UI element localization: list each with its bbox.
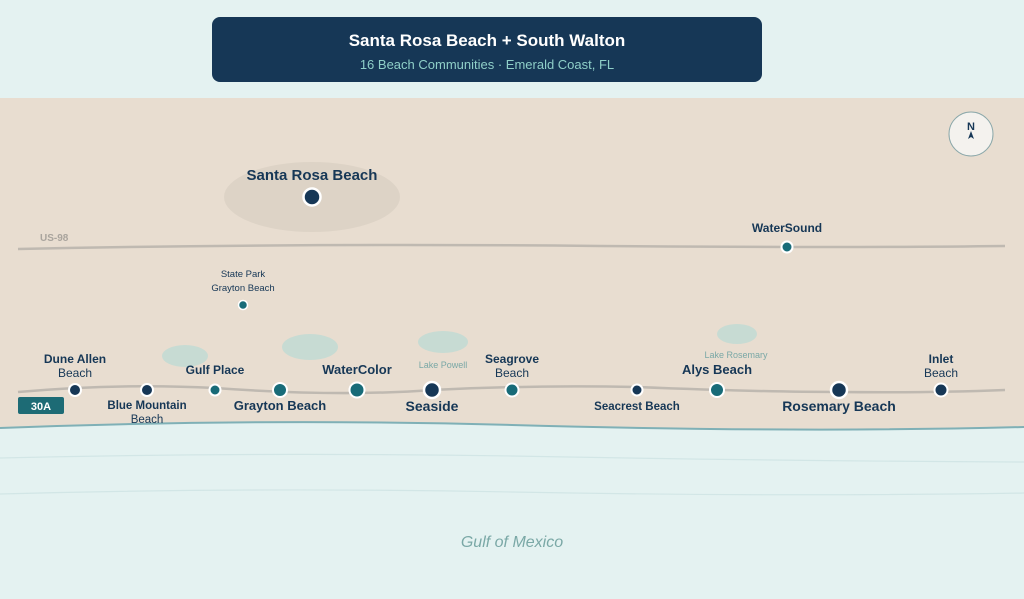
marker-seagrove[interactable]	[504, 382, 520, 398]
map-title: Santa Rosa Beach + South Walton	[348, 31, 626, 50]
place-label-grayton-beach: Grayton Beach	[234, 398, 327, 413]
place-label-watersound: WaterSound	[752, 221, 822, 235]
marker-seacrest[interactable]	[630, 383, 644, 397]
place-label-santa-rosa-beach: Santa Rosa Beach	[247, 167, 378, 184]
lake-rosemary	[717, 324, 757, 344]
road-us98	[17, 243, 1006, 251]
lake-rosemary-label: Lake Rosemary	[704, 350, 768, 360]
map-subtitle: 16 Beach Communities · Emerald Coast, FL	[359, 57, 615, 72]
coastline	[0, 421, 1024, 431]
water-wave	[0, 489, 1024, 496]
compass-label: N	[967, 121, 975, 133]
place-label-blue-mountain-line1: Blue Mountain	[107, 400, 186, 412]
place-label-state-park-line2: Grayton Beach	[211, 283, 274, 294]
place-label-alys-beach: Alys Beach	[682, 362, 752, 377]
place-label-seaside: Seaside	[406, 398, 459, 414]
north-arrow-icon	[968, 131, 974, 139]
place-label-inlet-line1: Inlet	[929, 352, 954, 366]
place-label-seacrest-beach: Seacrest Beach	[594, 401, 680, 413]
marker-seaside[interactable]	[422, 380, 442, 400]
route-30a-label: 30A	[31, 401, 51, 413]
marker-watercolor[interactable]	[348, 381, 366, 399]
place-label-dune-allen-line2: Beach	[58, 366, 92, 380]
marker-rosemary-beach[interactable]	[829, 380, 849, 400]
place-label-gulf-place: Gulf Place	[186, 363, 245, 377]
lake	[162, 345, 208, 367]
title-card: Santa Rosa Beach + South Walton 16 Beach…	[212, 17, 762, 82]
place-label-seagrove-line2: Beach	[495, 366, 529, 380]
place-label-state-park-line1: State Park	[221, 269, 266, 280]
marker-dune-allen[interactable]	[68, 383, 82, 397]
gulf-of-mexico-label: Gulf of Mexico	[461, 534, 563, 551]
place-label-dune-allen-line1: Dune Allen	[44, 352, 106, 366]
lake-powell	[418, 331, 468, 353]
lake	[282, 334, 338, 360]
place-label-seagrove-line1: Seagrove	[485, 352, 539, 366]
road-us98-label: US-98	[40, 233, 69, 244]
place-label-watercolor: WaterColor	[322, 362, 392, 377]
place-label-rosemary-beach: Rosemary Beach	[782, 398, 896, 414]
water-wave	[0, 453, 1024, 463]
marker-alys-beach[interactable]	[709, 382, 725, 398]
place-label-inlet-line2: Beach	[924, 366, 958, 380]
marker-watersound[interactable]	[780, 240, 794, 254]
marker-gulf-place[interactable]	[208, 383, 222, 397]
marker-grayton-beach[interactable]	[272, 382, 288, 398]
route-30a-shield	[18, 397, 64, 414]
marker-blue-mountain[interactable]	[140, 383, 154, 397]
marker-state-park[interactable]	[237, 299, 249, 311]
marker-inlet-beach[interactable]	[933, 382, 949, 398]
place-label-blue-mountain-line2: Beach	[131, 414, 164, 426]
lake-powell-label: Lake Powell	[419, 360, 468, 370]
marker-santa-rosa-beach[interactable]	[302, 187, 322, 207]
